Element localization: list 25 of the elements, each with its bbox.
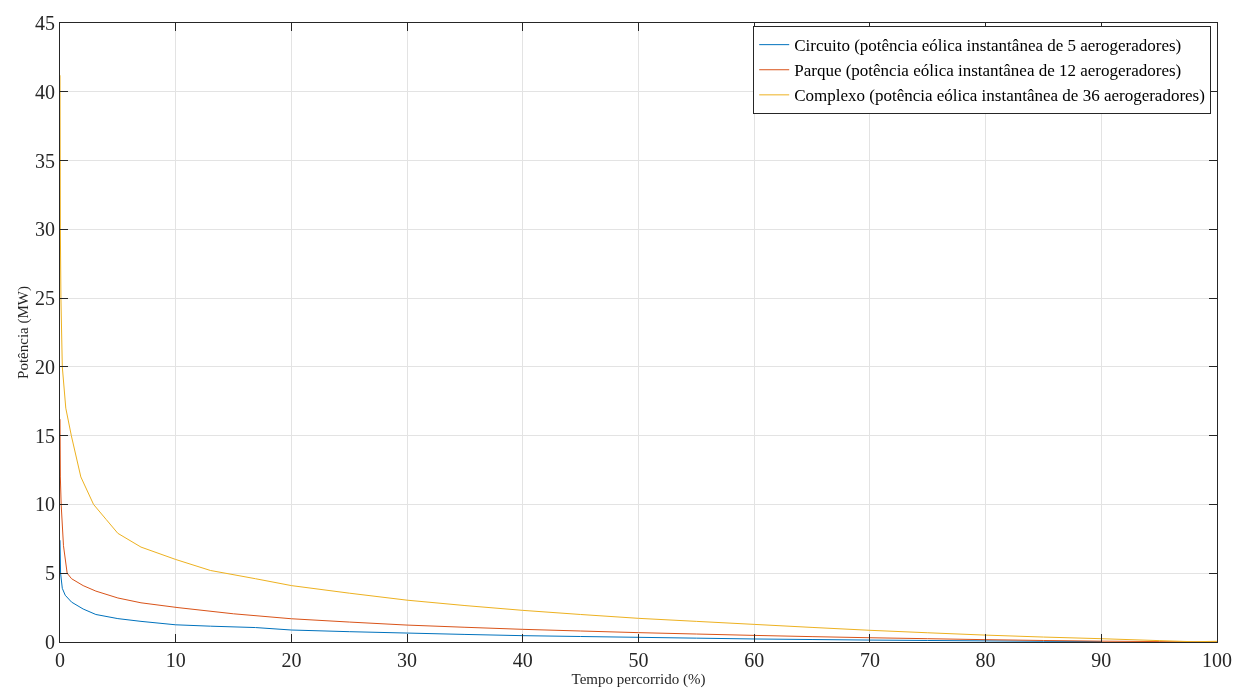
x-tick-label: 10 bbox=[165, 649, 186, 671]
x-tick-label: 30 bbox=[397, 649, 418, 671]
legend-label: Complexo (potência eólica instantânea de 36 aerogeradores) bbox=[794, 86, 1205, 106]
y-tick-label: 10 bbox=[35, 493, 55, 516]
legend-label: Circuito (potência eólica instantânea de 5 aerogeradores) bbox=[794, 36, 1182, 56]
x-tick-label: 20 bbox=[281, 649, 302, 671]
x-tick-label: 100 bbox=[1202, 649, 1232, 671]
y-tick-label: 25 bbox=[35, 287, 55, 310]
y-tick-label: 20 bbox=[35, 355, 55, 378]
x-axis-title: Tempo percorrido (%) bbox=[571, 671, 706, 688]
y-tick-label: 45 bbox=[35, 12, 55, 34]
y-tick-label: 35 bbox=[35, 149, 55, 172]
x-tick-label: 40 bbox=[512, 649, 533, 671]
x-tick-label: 80 bbox=[975, 649, 996, 671]
y-tick-label: 40 bbox=[35, 80, 55, 103]
y-tick-label: 30 bbox=[35, 218, 55, 241]
x-tick-label: 70 bbox=[859, 649, 880, 671]
y-tick-label: 5 bbox=[45, 562, 55, 585]
y-tick-label: 15 bbox=[35, 424, 55, 447]
x-tick-label: 90 bbox=[1091, 649, 1112, 671]
y-tick-label: 0 bbox=[45, 631, 55, 653]
legend-label: Parque (potência eólica instantânea de 12 aerogeradores) bbox=[794, 61, 1182, 81]
y-axis-title: Potência (MW) bbox=[15, 286, 33, 379]
x-tick-label: 60 bbox=[744, 649, 765, 671]
x-tick-label: 50 bbox=[628, 649, 649, 671]
